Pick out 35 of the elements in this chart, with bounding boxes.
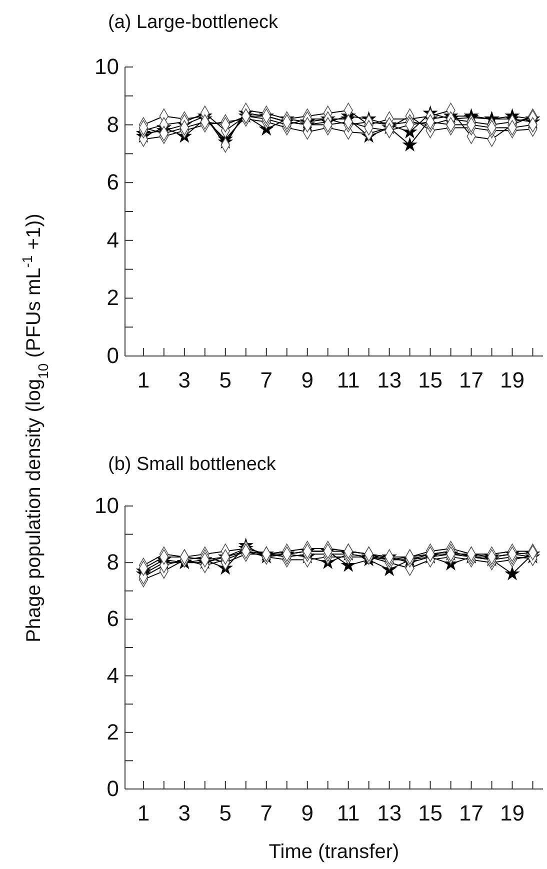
x-tick-label: 7 bbox=[260, 800, 273, 826]
x-tick-label: 15 bbox=[418, 368, 443, 393]
y-tick-label: 8 bbox=[106, 112, 119, 137]
x-tick-label: 11 bbox=[336, 800, 360, 826]
x-tick-label: 1 bbox=[137, 368, 150, 393]
x-tick-label: 3 bbox=[178, 368, 191, 393]
y-tick-label: 8 bbox=[106, 550, 119, 575]
x-tick-label: 5 bbox=[219, 800, 232, 826]
x-tick-label: 11 bbox=[336, 368, 360, 393]
chart-title: (b) Small bottleneck bbox=[108, 454, 276, 475]
y-tick-label: 0 bbox=[106, 776, 119, 802]
y-tick-label: 4 bbox=[106, 227, 119, 252]
x-tick-label: 1 bbox=[137, 800, 150, 826]
x-tick-label: 9 bbox=[301, 800, 314, 826]
y-tick-label: 6 bbox=[106, 170, 119, 195]
y-tick-label: 0 bbox=[106, 343, 119, 368]
x-tick-label: 17 bbox=[459, 800, 484, 826]
x-tick-label: 17 bbox=[459, 368, 484, 393]
chart-title: (a) Large-bottleneck bbox=[108, 12, 279, 33]
y-tick-label: 2 bbox=[106, 285, 119, 310]
x-tick-label: 9 bbox=[301, 368, 314, 393]
y-tick-label: 2 bbox=[106, 719, 119, 744]
x-tick-label: 13 bbox=[377, 368, 402, 393]
x-tick-label: 19 bbox=[500, 800, 525, 826]
y-tick-label: 4 bbox=[106, 662, 119, 688]
x-axis-title: Time (transfer) bbox=[268, 841, 400, 863]
y-tick-label: 10 bbox=[94, 493, 119, 518]
y-tick-label: 6 bbox=[106, 606, 119, 632]
x-tick-label: 3 bbox=[178, 800, 191, 826]
x-tick-label: 5 bbox=[219, 368, 232, 393]
x-tick-label: 15 bbox=[418, 800, 443, 826]
x-tick-label: 19 bbox=[500, 368, 525, 393]
x-tick-label: 7 bbox=[260, 368, 273, 393]
y-tick-label: 10 bbox=[94, 54, 119, 80]
x-tick-label: 13 bbox=[377, 800, 402, 826]
